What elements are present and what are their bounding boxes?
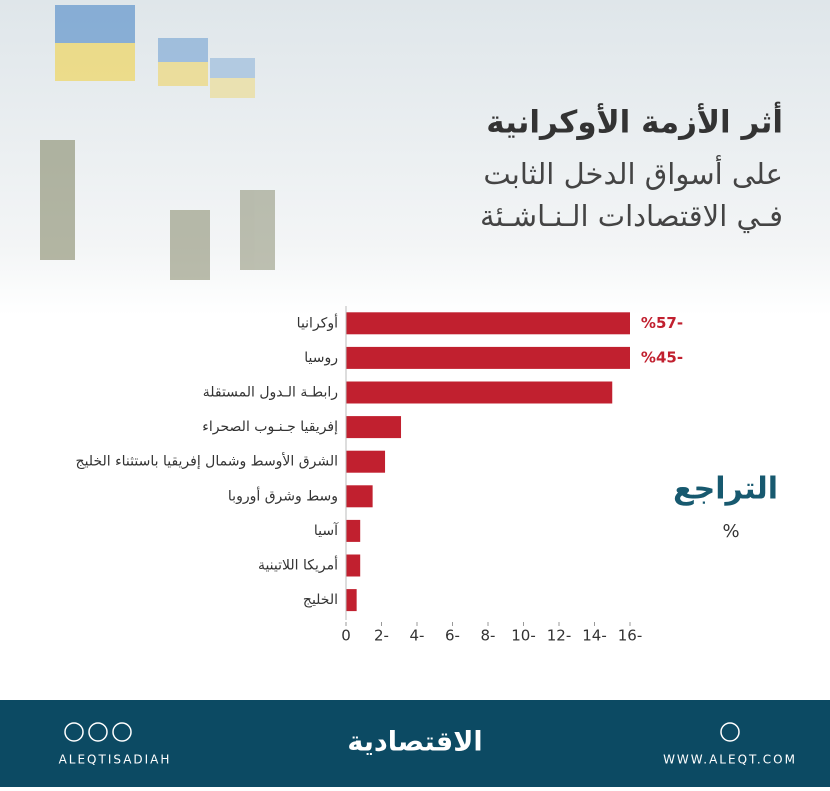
value-label: %45- xyxy=(641,348,683,366)
website: WWW.ALEQT.COM xyxy=(663,753,797,767)
x-tick-label: 12- xyxy=(547,627,572,645)
category-label: وسط وشرق أوروبا xyxy=(228,486,338,504)
category-label: أمريكا اللاتينية xyxy=(258,556,338,574)
category-label: رابطـة الـدول المستقلة xyxy=(203,385,338,401)
bar xyxy=(346,485,373,508)
category-label: إفريقيا جـنـوب الصحراء xyxy=(202,419,338,435)
category-label: روسيا xyxy=(304,350,338,366)
subtitle: فـي الاقتصادات الـنـاشـئة xyxy=(480,199,783,234)
category-label: الشرق الأوسط وشمال إفريقيا باستثناء الخل… xyxy=(76,452,338,470)
x-tick-label: 2- xyxy=(374,627,389,645)
logo: الاقتصادية xyxy=(347,727,482,758)
bar xyxy=(346,519,361,542)
category-label: الخليج xyxy=(303,592,338,608)
bar xyxy=(346,554,361,577)
social-handle: ALEQTISADIAH xyxy=(59,753,172,767)
photo-decoration xyxy=(40,5,275,280)
axis-label: التراجع xyxy=(673,472,778,507)
category-label: آسيا xyxy=(314,522,339,539)
category-label: أوكرانيا xyxy=(297,313,338,331)
social-icons xyxy=(64,722,740,742)
footer xyxy=(0,700,830,787)
bar xyxy=(346,346,630,369)
title: أثر الأزمة الأوكرانية xyxy=(486,102,783,141)
x-tick-label: 8- xyxy=(481,627,496,645)
unit: % xyxy=(722,521,739,542)
subtitle: على أسواق الدخل الثابت xyxy=(483,154,783,191)
bar xyxy=(346,312,630,335)
bar xyxy=(346,589,357,612)
x-tick-label: 10- xyxy=(511,627,536,645)
x-tick-label: 6- xyxy=(445,627,460,645)
bar xyxy=(346,416,402,439)
plot-area xyxy=(346,312,630,612)
x-tick-label: 4- xyxy=(410,627,425,645)
bar xyxy=(346,450,386,473)
x-tick-label: 0 xyxy=(341,627,351,645)
value-label: %57- xyxy=(641,314,683,332)
x-tick-label: 14- xyxy=(582,627,607,645)
bar xyxy=(346,381,613,404)
x-tick-label: 16- xyxy=(618,627,643,645)
